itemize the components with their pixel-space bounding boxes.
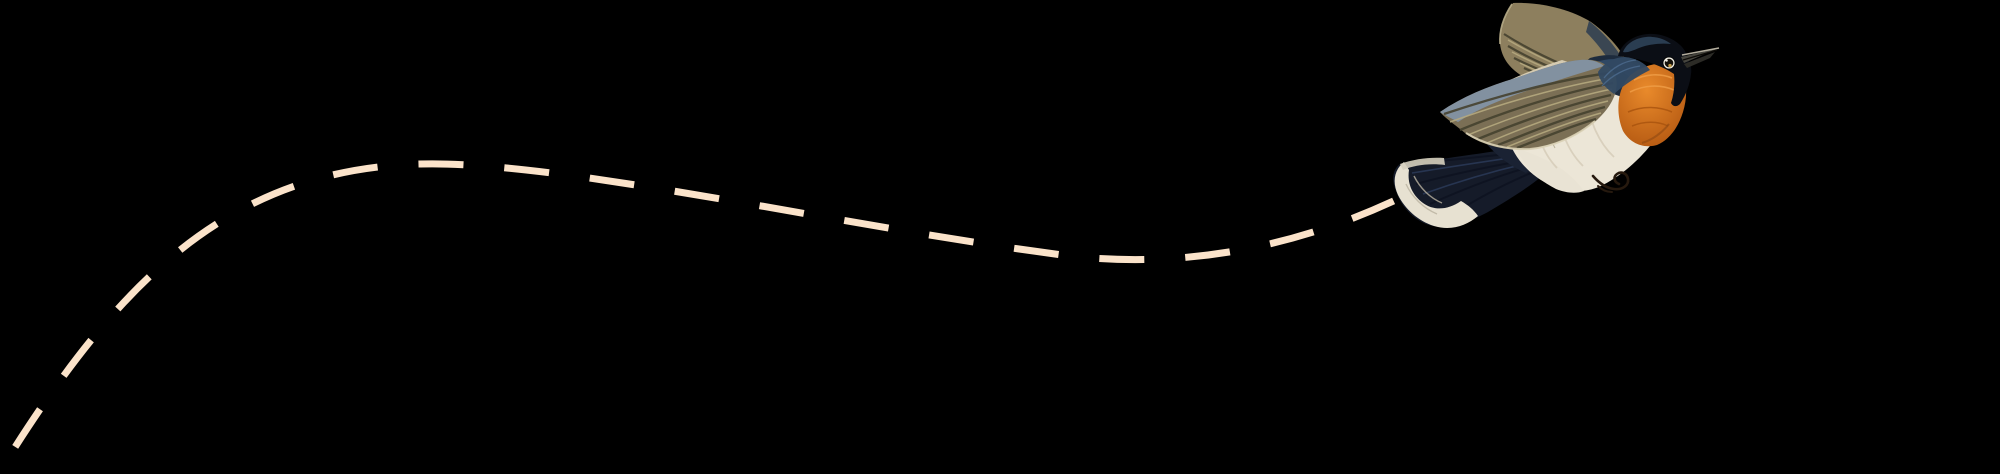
eye-iris-glint — [1668, 63, 1672, 68]
beak-top-highlight — [1681, 47, 1720, 56]
breast-orange-patch — [1618, 63, 1687, 147]
head-black-cap-and-mask — [1618, 33, 1692, 107]
bird-illustration — [1393, 2, 1720, 228]
far-wing-tip-edge — [1499, 3, 1513, 45]
beak-lower — [1684, 52, 1715, 68]
belly-vent — [1516, 148, 1584, 193]
tail-top-pale-edge — [1400, 157, 1445, 170]
bird-near-wing — [1440, 59, 1617, 151]
nape-streaks — [1601, 59, 1641, 87]
beak-gape-line — [1682, 49, 1718, 61]
bird-eye — [1662, 56, 1676, 70]
foot-curl — [1591, 171, 1630, 191]
eye-highlight — [1665, 59, 1668, 62]
tail-white-tips — [1394, 162, 1478, 228]
tail-tip-notches — [1405, 175, 1443, 215]
breast-texture — [1627, 74, 1675, 144]
flight-path-dashed-line — [0, 160, 1402, 474]
near-wing-cream-edge — [1465, 120, 1596, 151]
bird-beak — [1681, 47, 1720, 68]
bird-foot — [1591, 171, 1630, 193]
foot-toe — [1597, 185, 1613, 193]
bird-breast — [1618, 63, 1687, 147]
crown-blue-sheen — [1623, 36, 1671, 53]
near-wing-feather-rows — [1443, 71, 1614, 150]
bird-head — [1598, 33, 1692, 107]
